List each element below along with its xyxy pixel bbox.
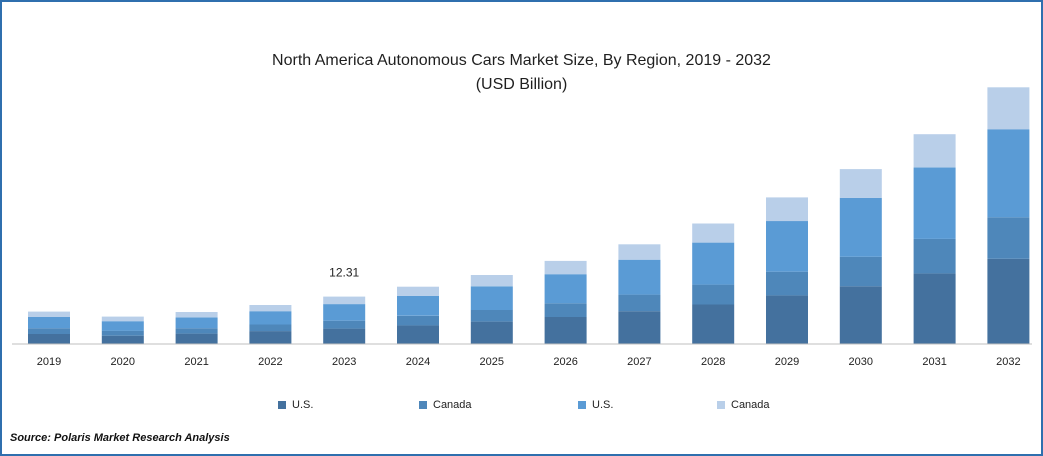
legend-swatch-1 xyxy=(278,401,286,409)
bar-2024-series-4 xyxy=(397,286,439,296)
bar-2019-series-1 xyxy=(28,334,70,344)
legend-label-1: U.S. xyxy=(292,399,314,411)
x-tick-label-2019: 2019 xyxy=(37,356,61,368)
x-tick-label-2030: 2030 xyxy=(849,356,873,368)
legend: U.S. Canada U.S. Canada xyxy=(2,399,1041,415)
bar-2021-series-2 xyxy=(175,328,218,334)
legend-swatch-4 xyxy=(717,401,725,409)
bar-2021-series-3 xyxy=(175,317,218,329)
bar-2027-series-2 xyxy=(618,294,661,312)
bar-2028-series-1 xyxy=(692,304,735,344)
legend-item-series-2: Canada xyxy=(419,399,472,411)
bar-2029-series-3 xyxy=(766,221,808,272)
bar-2030-series-3 xyxy=(839,197,882,257)
x-tick-label-2026: 2026 xyxy=(553,356,577,368)
x-tick-labels: 2019 2020 2021 2022 2023 2024 2025 2026 2027 2028… xyxy=(37,356,1021,368)
bar-2031-series-4 xyxy=(913,134,956,168)
bar-2022-series-3 xyxy=(249,311,292,325)
x-tick-label-2031: 2031 xyxy=(922,356,946,368)
bar-2028-series-2 xyxy=(692,284,735,305)
bar-2020-series-3 xyxy=(101,321,144,331)
chart-title: North America Autonomous Cars Market Siz… xyxy=(272,52,771,69)
bar-2024-series-2 xyxy=(397,315,439,326)
bar-2023-series-2 xyxy=(323,320,366,329)
bar-2027-series-4 xyxy=(618,244,661,260)
legend-label-4: Canada xyxy=(731,399,770,411)
legend-swatch-3 xyxy=(578,401,586,409)
x-tick-label-2032: 2032 xyxy=(996,356,1020,368)
bar-2021-series-4 xyxy=(175,312,218,318)
data-label-2023: 12.31 xyxy=(329,266,359,280)
bar-2019-series-4 xyxy=(28,311,70,317)
bar-2030-series-2 xyxy=(839,256,882,287)
bar-2024-series-1 xyxy=(397,325,439,344)
legend-label-2: Canada xyxy=(433,399,472,411)
x-tick-label-2029: 2029 xyxy=(775,356,799,368)
legend-item-series-1: U.S. xyxy=(278,399,313,411)
bar-2021-series-1 xyxy=(175,333,218,344)
legend-swatch-2 xyxy=(419,401,427,409)
bar-2025-series-1 xyxy=(470,321,513,344)
bar-2026-series-2 xyxy=(544,303,587,317)
bar-2025-series-3 xyxy=(470,286,513,310)
bar-2032-series-1 xyxy=(987,258,1030,344)
legend-item-series-3: U.S. xyxy=(578,399,613,411)
bar-2020-series-2 xyxy=(101,330,144,336)
bar-2031-series-1 xyxy=(913,273,956,344)
legend-item-series-4: Canada xyxy=(717,399,770,411)
bar-2023-series-3 xyxy=(323,304,366,321)
bar-2025-series-2 xyxy=(470,309,513,322)
source-note: Source: Polaris Market Research Analysis xyxy=(10,432,230,444)
bar-2027-series-3 xyxy=(618,259,661,295)
legend-label-3: U.S. xyxy=(592,399,614,411)
bar-2022-series-4 xyxy=(249,305,292,312)
x-tick-label-2023: 2023 xyxy=(332,356,356,368)
bars-group xyxy=(28,87,1030,344)
bar-2023-series-1 xyxy=(323,328,366,344)
bar-2026-series-3 xyxy=(544,274,587,304)
bar-2029-series-1 xyxy=(766,295,808,344)
bar-2032-series-2 xyxy=(987,217,1030,259)
bar-2023-series-4 xyxy=(323,296,366,305)
bar-2022-series-2 xyxy=(249,324,292,332)
bar-2019-series-3 xyxy=(28,317,70,329)
bar-2029-series-2 xyxy=(766,271,808,296)
x-tick-label-2021: 2021 xyxy=(184,356,208,368)
bar-2028-series-3 xyxy=(692,242,735,285)
bar-2031-series-2 xyxy=(913,238,956,274)
bar-2030-series-1 xyxy=(839,286,882,344)
bar-2030-series-4 xyxy=(839,169,882,198)
data-labels: 12.31 xyxy=(329,266,359,280)
bar-2028-series-4 xyxy=(692,223,735,243)
bar-2031-series-3 xyxy=(913,167,956,239)
bar-2024-series-3 xyxy=(397,295,439,316)
bar-2022-series-1 xyxy=(249,331,292,344)
x-tick-label-2025: 2025 xyxy=(480,356,504,368)
bar-2020-series-1 xyxy=(101,335,144,344)
bar-2026-series-1 xyxy=(544,317,587,344)
chart-subtitle: (USD Billion) xyxy=(475,76,568,93)
x-tick-label-2028: 2028 xyxy=(701,356,725,368)
bar-2032-series-3 xyxy=(987,129,1030,218)
x-tick-label-2022: 2022 xyxy=(258,356,282,368)
bar-2025-series-4 xyxy=(470,275,513,287)
bar-2020-series-4 xyxy=(101,316,144,322)
bar-2032-series-4 xyxy=(987,87,1030,130)
bar-2029-series-4 xyxy=(766,197,808,222)
x-tick-label-2020: 2020 xyxy=(111,356,135,368)
bar-2019-series-2 xyxy=(28,328,70,334)
bar-2027-series-1 xyxy=(618,311,661,344)
x-tick-label-2027: 2027 xyxy=(627,356,651,368)
bar-2026-series-4 xyxy=(544,260,587,275)
x-tick-label-2024: 2024 xyxy=(406,356,430,368)
